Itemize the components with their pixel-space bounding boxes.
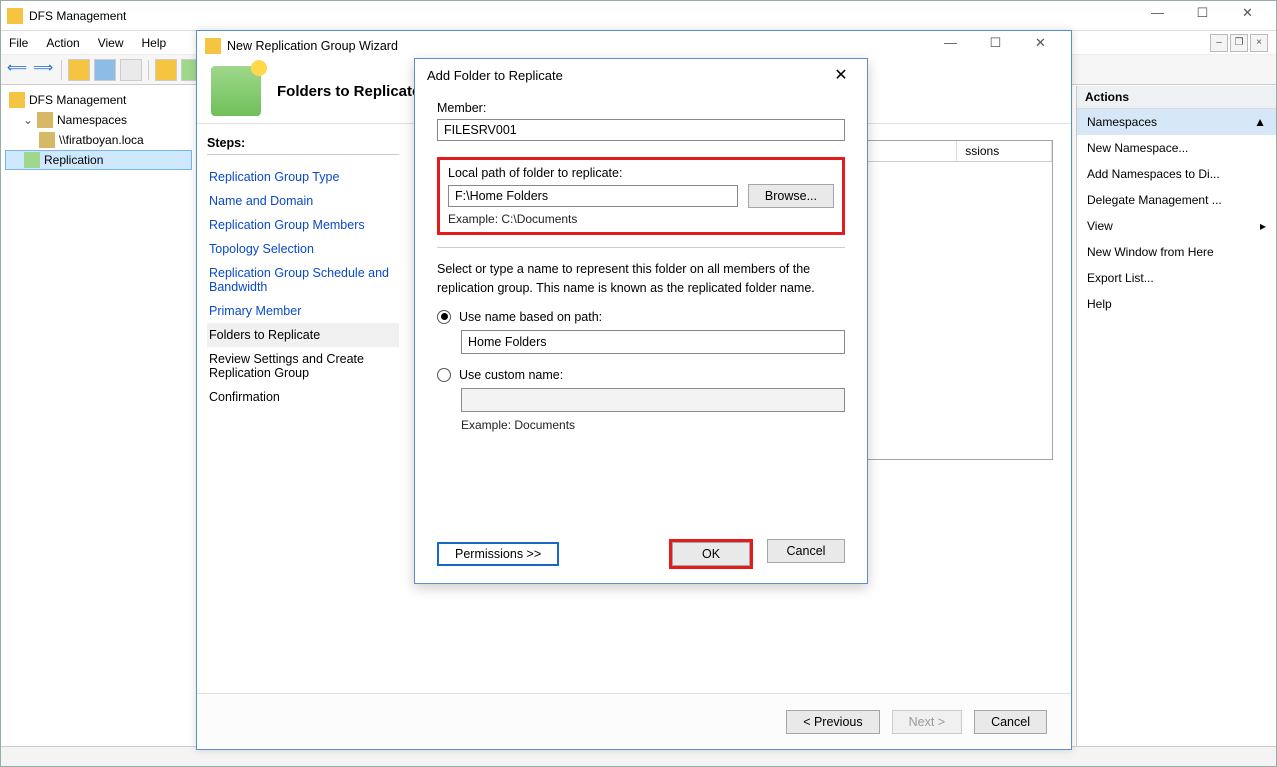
member-label: Member: [437, 101, 845, 115]
dfs-icon [7, 8, 23, 24]
ok-button[interactable]: OK [672, 542, 750, 566]
name-example: Example: Documents [461, 418, 845, 432]
wizard-icon [205, 38, 221, 54]
dialog-button-row: Permissions >> OK Cancel [437, 539, 845, 569]
mdi-minimize[interactable]: – [1210, 34, 1228, 52]
action-new-window[interactable]: New Window from Here [1077, 239, 1276, 265]
mdi-restore[interactable]: ❐ [1230, 34, 1248, 52]
add-folder-dialog: Add Folder to Replicate ✕ Member: Local … [414, 58, 868, 584]
action-add-namespaces[interactable]: Add Namespaces to Di... [1077, 161, 1276, 187]
nav-forward-button[interactable]: ⟹ [33, 59, 55, 81]
toolbar-btn-3[interactable] [120, 59, 142, 81]
wizard-previous-button[interactable]: < Previous [786, 710, 879, 734]
expand-icon[interactable]: ⌄ [23, 113, 33, 127]
wizard-title: New Replication Group Wizard [227, 39, 398, 53]
tree-namespaces[interactable]: ⌄ Namespaces [5, 110, 192, 130]
radio-path-icon[interactable] [437, 310, 451, 324]
namespaces-icon [37, 112, 53, 128]
menu-help[interactable]: Help [142, 36, 167, 50]
radio-use-path-name[interactable]: Use name based on path: [437, 310, 845, 324]
separator [437, 247, 845, 248]
menu-view[interactable]: View [98, 36, 124, 50]
main-titlebar: DFS Management — ☐ ✕ [1, 1, 1276, 31]
info-text: Select or type a name to represent this … [437, 260, 845, 298]
folder-icon [9, 92, 25, 108]
add-dialog-title: Add Folder to Replicate [427, 68, 563, 83]
actions-pane: Actions Namespaces ▲ New Namespace... Ad… [1076, 86, 1276, 746]
menu-action[interactable]: Action [46, 36, 79, 50]
path-example: Example: C:\Documents [448, 212, 834, 226]
menu-file[interactable]: File [9, 36, 28, 50]
action-delegate[interactable]: Delegate Management ... [1077, 187, 1276, 213]
radio-path-label: Use name based on path: [459, 310, 602, 324]
nav-back-button[interactable]: ⟸ [7, 59, 29, 81]
collapse-icon[interactable]: ▲ [1254, 115, 1266, 129]
col-other[interactable]: ssions [957, 141, 1052, 161]
add-dialog-titlebar: Add Folder to Replicate ✕ [415, 59, 867, 91]
actions-subheader: Namespaces ▲ [1077, 109, 1276, 135]
main-maximize-button[interactable]: ☐ [1180, 5, 1225, 27]
main-title: DFS Management [29, 9, 126, 23]
step-confirmation: Confirmation [207, 385, 399, 409]
radio-custom-icon[interactable] [437, 368, 451, 382]
tree-replication[interactable]: Replication [5, 150, 192, 170]
action-new-namespace[interactable]: New Namespace... [1077, 135, 1276, 161]
replicated-name-field [461, 330, 845, 354]
action-view[interactable]: View▸ [1077, 213, 1276, 239]
tree-root[interactable]: DFS Management [5, 90, 192, 110]
custom-name-field [461, 388, 845, 412]
wizard-heading: Folders to Replicate [277, 83, 420, 100]
steps-title: Steps: [207, 136, 399, 155]
wizard-maximize-button[interactable]: ☐ [973, 35, 1018, 57]
replication-icon [24, 152, 40, 168]
mdi-close[interactable]: × [1250, 34, 1268, 52]
step-primary-member[interactable]: Primary Member [207, 299, 399, 323]
wizard-minimize-button[interactable]: — [928, 35, 973, 57]
radio-custom-label: Use custom name: [459, 368, 563, 382]
radio-use-custom-name[interactable]: Use custom name: [437, 368, 845, 382]
step-folders-to-replicate: Folders to Replicate [207, 323, 399, 347]
namespace-item-icon [39, 132, 55, 148]
ok-highlight-box: OK [669, 539, 753, 569]
member-field [437, 119, 845, 141]
wizard-heading-icon [211, 66, 261, 116]
main-minimize-button[interactable]: — [1135, 5, 1180, 27]
wizard-cancel-button[interactable]: Cancel [974, 710, 1047, 734]
actions-header: Actions [1077, 86, 1276, 109]
add-dialog-close-button[interactable]: ✕ [827, 65, 855, 85]
step-topology[interactable]: Topology Selection [207, 237, 399, 261]
action-help[interactable]: Help [1077, 291, 1276, 317]
step-schedule-bandwidth[interactable]: Replication Group Schedule and Bandwidth [207, 261, 399, 299]
submenu-icon: ▸ [1260, 219, 1266, 233]
toolbar-btn-1[interactable] [68, 59, 90, 81]
permissions-button[interactable]: Permissions >> [437, 542, 559, 566]
step-group-members[interactable]: Replication Group Members [207, 213, 399, 237]
wizard-next-button: Next > [892, 710, 962, 734]
wizard-button-bar: < Previous Next > Cancel [197, 693, 1071, 749]
toolbar-btn-properties[interactable] [94, 59, 116, 81]
path-highlight-box: Local path of folder to replicate: Brows… [437, 157, 845, 235]
wizard-close-button[interactable]: ✕ [1018, 35, 1063, 57]
step-name-and-domain[interactable]: Name and Domain [207, 189, 399, 213]
action-export-list[interactable]: Export List... [1077, 265, 1276, 291]
member-block: Member: [437, 101, 845, 141]
path-label: Local path of folder to replicate: [448, 166, 834, 180]
local-path-input[interactable] [448, 185, 738, 207]
steps-column: Steps: Replication Group Type Name and D… [197, 124, 409, 691]
step-replication-group-type[interactable]: Replication Group Type [207, 165, 399, 189]
browse-button[interactable]: Browse... [748, 184, 834, 208]
toolbar-btn-4[interactable] [155, 59, 177, 81]
wizard-titlebar: New Replication Group Wizard — ☐ ✕ [197, 31, 1071, 61]
dialog-cancel-button[interactable]: Cancel [767, 539, 845, 563]
main-close-button[interactable]: ✕ [1225, 5, 1270, 27]
add-dialog-body: Member: Local path of folder to replicat… [415, 91, 867, 583]
mdi-sys-buttons: – ❐ × [1210, 34, 1268, 52]
tree-namespace-child[interactable]: \\firatboyan.loca [5, 130, 192, 150]
step-review-create: Review Settings and Create Replication G… [207, 347, 399, 385]
navigation-tree: DFS Management ⌄ Namespaces \\firatboyan… [1, 86, 197, 746]
